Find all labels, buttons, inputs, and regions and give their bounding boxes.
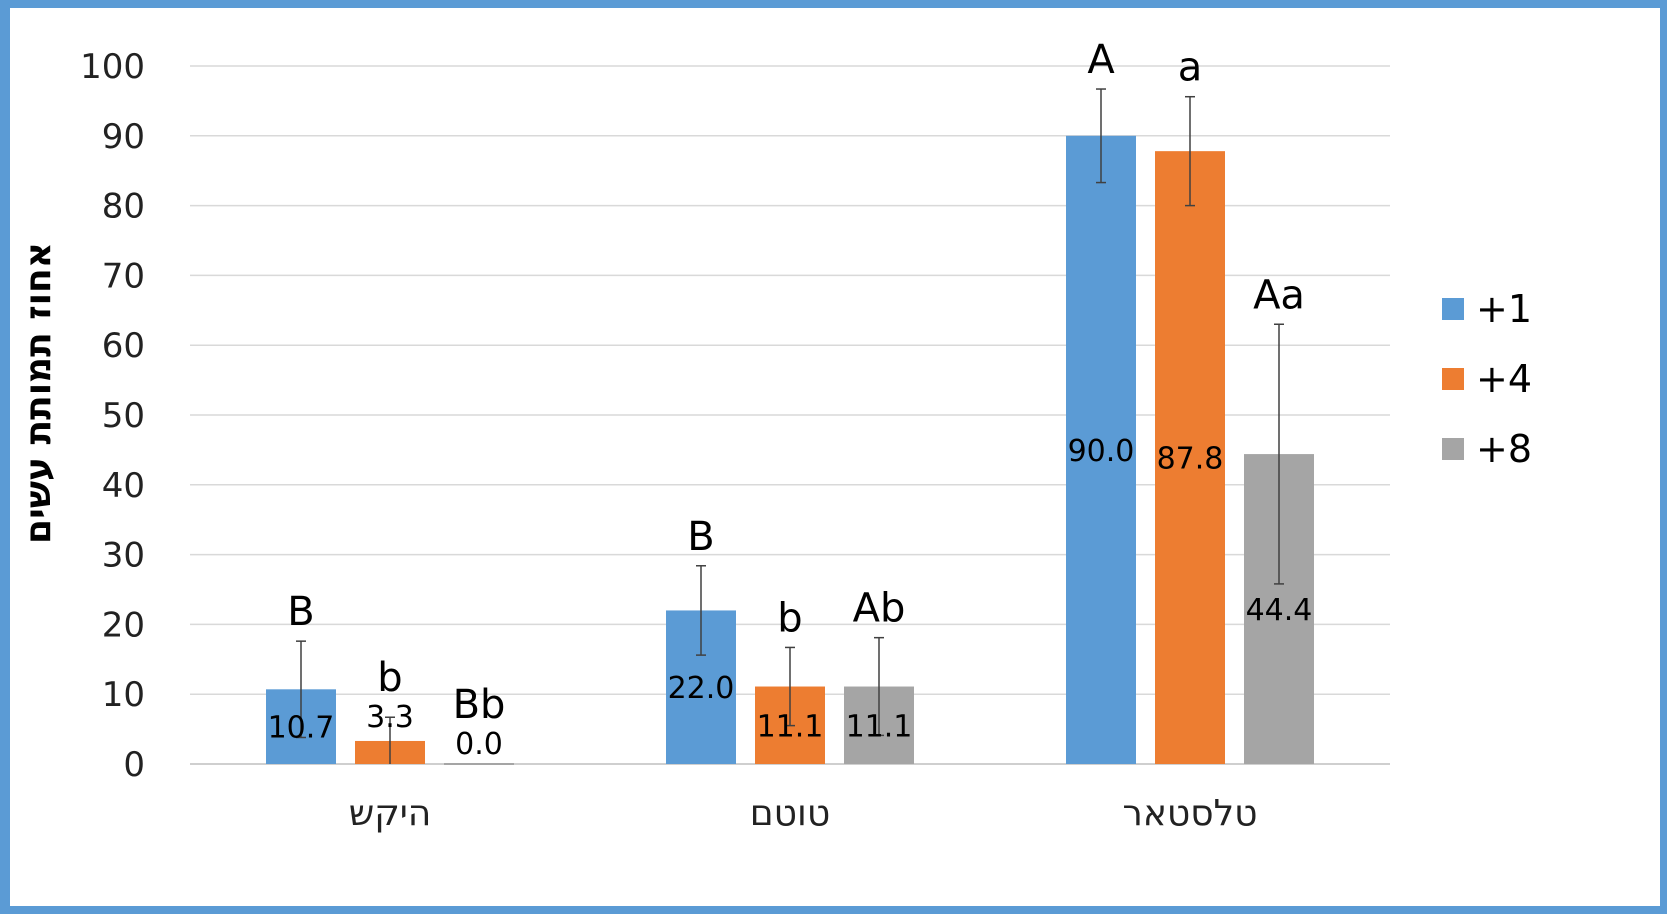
legend-swatch: [1442, 438, 1464, 460]
y-tick-label: 20: [102, 605, 145, 645]
bar: [1066, 135, 1136, 765]
value-label: 0.0: [455, 727, 503, 762]
y-tick-label: 50: [102, 396, 145, 436]
legend: +1 +4 +8: [1442, 287, 1532, 471]
value-label: 22.0: [668, 671, 735, 706]
legend-label: +1: [1476, 287, 1532, 331]
y-tick-label: 100: [80, 47, 145, 87]
x-axis-categories: היקש טוטם טלסטאר: [349, 793, 1258, 834]
value-label: 44.4: [1246, 593, 1313, 628]
value-label: 90.0: [1068, 434, 1135, 469]
legend-label: +8: [1476, 427, 1532, 471]
y-tick-label: 0: [123, 745, 145, 785]
significance-label: A: [1087, 37, 1115, 83]
y-axis-label: אחוז תמותת עשים: [18, 242, 59, 544]
legend-swatch: [1442, 368, 1464, 390]
significance-label: B: [687, 514, 714, 560]
significance-label: Bb: [453, 682, 506, 728]
value-label: 3.3: [366, 700, 414, 735]
significance-label: B: [287, 589, 314, 635]
error-bars: [296, 88, 1284, 764]
y-tick-label: 40: [102, 466, 145, 506]
value-label: 11.1: [846, 709, 913, 744]
legend-label: +4: [1476, 357, 1532, 401]
chart-frame: 0 10 20 30 40 50 60 70 80 90 100 10.7 B 3.3 b 0.0 Bb 22.…: [10, 8, 1660, 906]
legend-swatch: [1442, 298, 1464, 320]
x-category-label: היקש: [349, 793, 432, 834]
significance-label: a: [1178, 45, 1203, 91]
significance-label: Ab: [853, 586, 906, 632]
value-label: 87.8: [1157, 442, 1224, 477]
y-axis-ticks: 0 10 20 30 40 50 60 70 80 90 100: [80, 47, 145, 785]
bar: [1155, 151, 1225, 764]
y-tick-label: 90: [102, 117, 145, 157]
significance-label: b: [377, 655, 402, 701]
y-tick-label: 60: [102, 326, 145, 366]
significance-label: Aa: [1253, 272, 1305, 318]
y-tick-label: 70: [102, 256, 145, 296]
value-label: 11.1: [757, 709, 824, 744]
data-labels: 10.7B3.3b0.0Bb 22.0B11.1b11.1Ab90.0A87.8a…: [268, 37, 1313, 762]
x-category-label: טוטם: [750, 793, 830, 834]
significance-label: b: [777, 595, 802, 641]
x-category-label: טלסטאר: [1123, 793, 1258, 834]
y-tick-label: 10: [102, 675, 145, 715]
y-tick-label: 80: [102, 187, 145, 227]
value-label: 10.7: [268, 711, 335, 746]
y-tick-label: 30: [102, 536, 145, 576]
